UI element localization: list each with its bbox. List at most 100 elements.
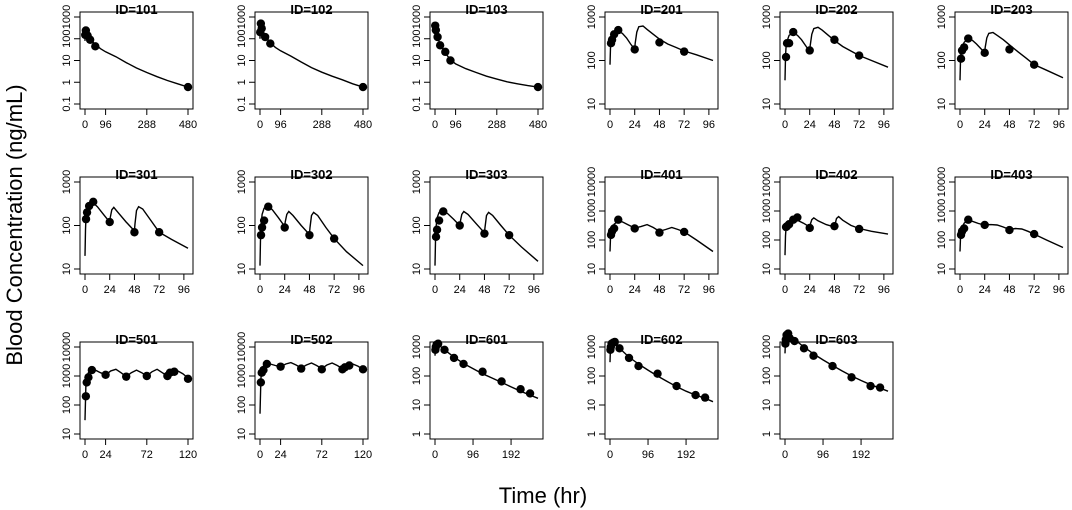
data-point <box>525 389 535 398</box>
plot-frame <box>779 176 894 275</box>
data-point <box>87 365 97 375</box>
model-curve <box>959 219 1064 252</box>
data-point <box>84 373 93 382</box>
data-point <box>130 228 139 237</box>
x-tick-label: 96 <box>1053 119 1065 131</box>
y-tick-label: 10000 <box>236 332 248 363</box>
data-point <box>441 47 450 57</box>
y-tick-label: 1000 <box>61 5 73 29</box>
y-tick-label: 100 <box>411 216 423 234</box>
data-point <box>433 32 442 42</box>
data-point <box>634 361 643 371</box>
data-point <box>847 373 856 382</box>
y-tick-label: 100 <box>936 51 948 69</box>
y-tick-label: 100 <box>761 231 773 249</box>
y-tick-label: 100 <box>586 367 598 385</box>
x-tick-label: 288 <box>488 119 506 131</box>
plot-frame <box>779 341 894 440</box>
x-axis-label: Time (hr) <box>499 483 587 508</box>
x-tick-label: 96 <box>703 119 715 131</box>
x-tick-label: 24 <box>99 449 111 461</box>
chart-panel: ID=302 10 100 1000 0 24 48 72 96 <box>236 167 369 296</box>
data-point <box>679 47 689 56</box>
plot-frame <box>604 341 719 440</box>
data-point <box>630 45 639 54</box>
y-tick-label: 1000 <box>411 335 423 359</box>
y-tick-label: 100 <box>236 396 248 414</box>
x-tick-label: 0 <box>607 119 613 131</box>
x-tick-label: 120 <box>179 449 197 461</box>
x-tick-label: 24 <box>804 284 816 296</box>
data-point <box>329 234 339 243</box>
plot-frame <box>79 11 194 110</box>
data-point <box>828 361 837 371</box>
x-tick-label: 24 <box>454 284 466 296</box>
model-curve <box>84 26 189 88</box>
data-point <box>432 225 442 234</box>
data-point <box>980 220 989 230</box>
x-tick-label: 0 <box>607 449 613 461</box>
model-curve <box>784 215 889 256</box>
x-tick-label: 96 <box>99 119 111 131</box>
data-point <box>440 345 449 355</box>
panel-title: ID=102 <box>290 2 332 17</box>
x-tick-label: 0 <box>782 119 788 131</box>
data-point <box>497 377 506 386</box>
data-point <box>655 228 664 237</box>
y-tick-label: 1000 <box>236 5 248 29</box>
data-point <box>358 82 368 92</box>
data-point <box>256 230 266 240</box>
x-tick-label: 24 <box>104 284 116 296</box>
y-tick-label: 10 <box>411 399 423 411</box>
x-tick-label: 96 <box>467 449 479 461</box>
data-point <box>257 24 266 33</box>
panel-title: ID=101 <box>115 2 157 17</box>
x-tick-label: 24 <box>979 284 991 296</box>
x-tick-label: 72 <box>678 284 690 296</box>
data-point <box>297 364 306 373</box>
x-tick-label: 48 <box>828 284 840 296</box>
y-tick-label: 100 <box>411 30 423 48</box>
data-point <box>653 369 662 378</box>
data-point <box>480 229 489 238</box>
y-tick-label: 10 <box>411 263 423 275</box>
data-point <box>679 227 689 237</box>
x-tick-label: 24 <box>629 119 641 131</box>
y-tick-label: 10000 <box>586 167 598 198</box>
y-tick-label: 1000 <box>586 199 598 223</box>
data-point <box>1005 225 1014 235</box>
y-tick-label: 1 <box>411 79 423 85</box>
y-tick-label: 1000 <box>586 335 598 359</box>
chart-panel: ID=602 1 10 100 1000 0 96 192 <box>586 332 719 461</box>
x-tick-label: 72 <box>853 284 865 296</box>
y-tick-label: 10 <box>761 98 773 110</box>
x-tick-label: 48 <box>303 284 315 296</box>
chart-panel: ID=203 10 100 1000 0 24 48 72 96 <box>936 2 1069 131</box>
x-tick-label: 72 <box>1028 119 1040 131</box>
data-point <box>439 207 448 216</box>
data-point <box>81 214 91 224</box>
data-point <box>1005 45 1014 54</box>
y-tick-label: 10 <box>761 399 773 411</box>
x-tick-label: 24 <box>279 284 291 296</box>
plot-frame <box>604 11 719 110</box>
x-tick-label: 72 <box>328 284 340 296</box>
data-point <box>259 216 269 225</box>
x-tick-label: 120 <box>354 449 372 461</box>
x-tick-label: 96 <box>178 284 190 296</box>
plot-frame <box>254 176 369 275</box>
y-tick-label: 1000 <box>411 5 423 29</box>
y-tick-label: 1000 <box>61 170 73 194</box>
x-tick-label: 24 <box>979 119 991 131</box>
data-point <box>431 232 441 241</box>
y-tick-label: 0.1 <box>61 96 73 111</box>
y-tick-label: 1 <box>236 79 248 85</box>
y-tick-label: 0.1 <box>411 96 423 111</box>
data-point <box>154 228 164 237</box>
data-point <box>805 46 814 55</box>
data-point <box>446 56 455 65</box>
x-tick-label: 0 <box>607 284 613 296</box>
data-point <box>964 34 973 43</box>
y-tick-label: 100 <box>936 231 948 249</box>
